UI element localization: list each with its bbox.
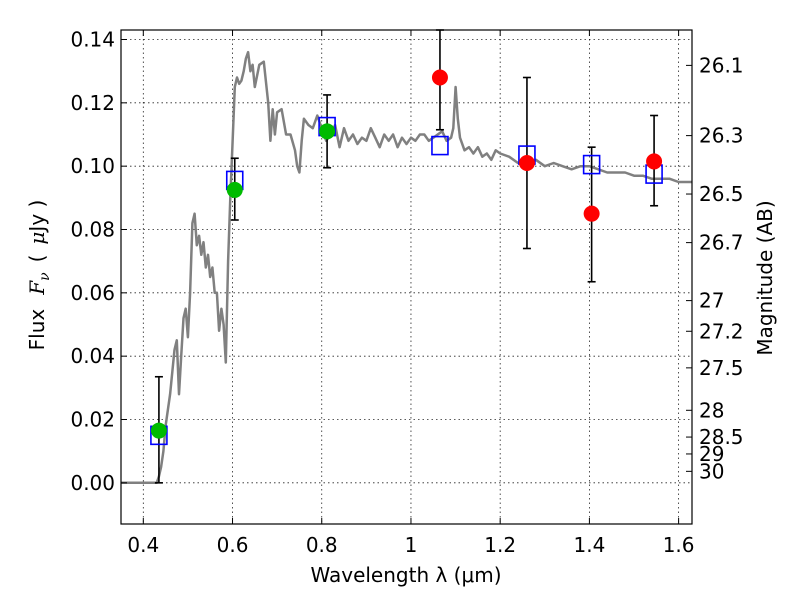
tick-layer: 0.4 0.6 0.8 1 1.2 1.4 1.6 0.00 0.02 0.04 0.06 0.08 0… [70, 28, 743, 558]
x-tick-label: 0.6 [217, 533, 249, 557]
y-tick-label: 0.10 [70, 154, 115, 178]
x-tick-label: 1.6 [663, 533, 695, 557]
errorbar-layer [154, 29, 659, 484]
y-axis-label: FluxFν(μJy ) [25, 200, 53, 351]
x-axis-label: Wavelength λ (μm) [310, 563, 501, 587]
mag-tick-label: 26.3 [699, 124, 744, 148]
mag-tick-label: 29 [699, 442, 724, 466]
mag-tick-label: 26.1 [699, 53, 744, 77]
x-tick-label: 0.4 [127, 533, 159, 557]
x-tick-label: 1 [405, 533, 418, 557]
model-spectrum-line [121, 50, 692, 485]
y-tick-label: 0.02 [70, 408, 115, 432]
model-layer [121, 50, 692, 485]
right-axis-label: Magnitude (AB) [753, 200, 777, 355]
y-tick-label: 0.06 [70, 281, 115, 305]
mag-tick-label: 26.7 [699, 231, 744, 255]
red-data-point [518, 155, 535, 171]
mag-tick-label: 26.5 [699, 182, 744, 206]
synthetic-photometry-square [582, 154, 601, 175]
y-tick-label: 0.00 [70, 471, 115, 495]
mag-tick-label: 28 [699, 398, 724, 422]
synthetic-photometry-square [431, 135, 449, 156]
x-tick-label: 1.2 [484, 533, 516, 557]
red-data-point [583, 205, 600, 222]
mag-tick-label: 27 [699, 289, 724, 313]
green-data-point [226, 181, 243, 198]
green-data-point [150, 422, 167, 439]
y-tick-label: 0.04 [70, 344, 115, 368]
y-tick-label: 0.12 [70, 91, 115, 115]
y-tick-label: 0.08 [70, 218, 115, 242]
x-tick-label: 1.4 [573, 533, 605, 557]
x-tick-label: 0.8 [306, 533, 338, 557]
mag-tick-label: 27.2 [699, 319, 744, 343]
plot-frame [120, 29, 693, 525]
mag-tick-label: 28.5 [699, 425, 744, 449]
y-tick-label: 0.14 [70, 28, 115, 52]
red-data-point [431, 69, 448, 86]
red-data-point [646, 153, 663, 170]
grid-layer [121, 30, 692, 524]
mag-tick-label: 27.5 [699, 356, 744, 380]
point-layer [150, 69, 663, 439]
mag-tick-label: 30 [699, 459, 724, 483]
green-data-point [319, 123, 336, 140]
